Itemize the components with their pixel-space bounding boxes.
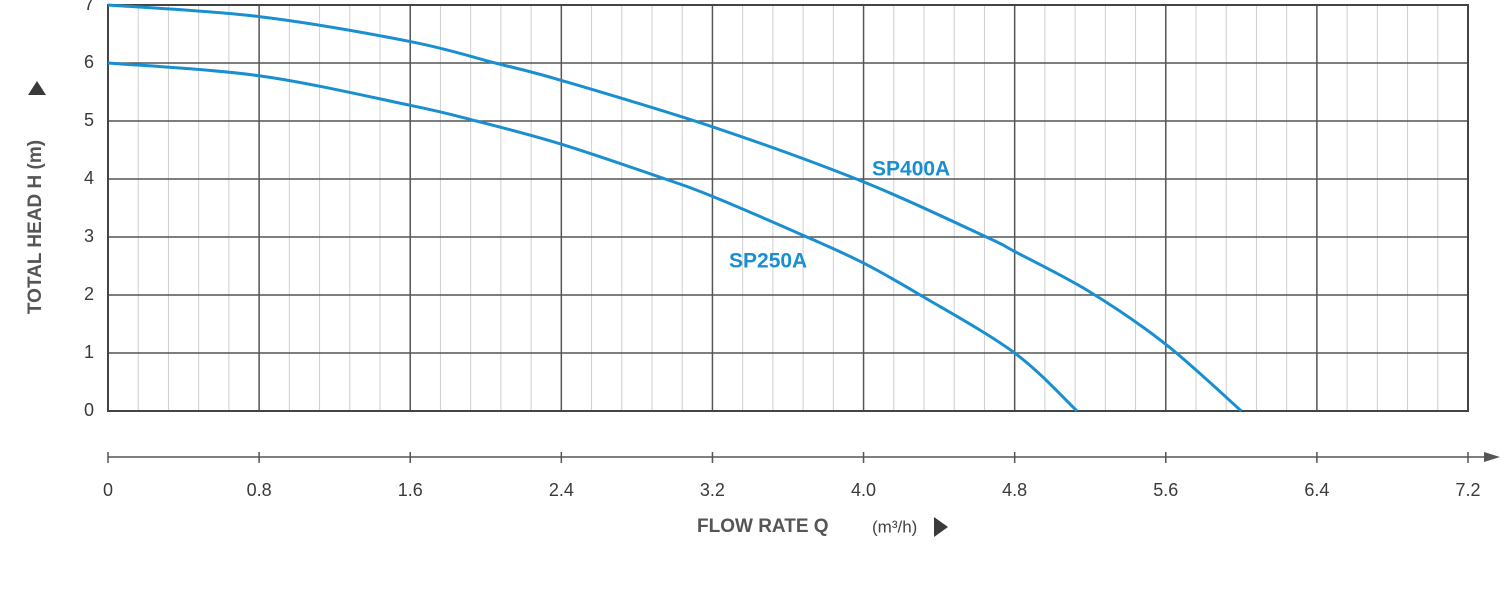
y-tick-label: 1 xyxy=(84,342,94,362)
y-tick-label: 0 xyxy=(84,400,94,420)
x-tick-label: 4.0 xyxy=(851,480,876,500)
y-tick-label: 6 xyxy=(84,52,94,72)
y-axis-title: TOTAL HEAD H (m) xyxy=(25,140,46,314)
y-tick-label: 4 xyxy=(84,168,94,188)
x-tick-label: 0.8 xyxy=(247,480,272,500)
curve xyxy=(107,61,1079,413)
x-axis-arrow xyxy=(934,517,948,537)
y-axis-arrow xyxy=(28,81,46,95)
grid xyxy=(107,4,1469,412)
y-tick-label: 5 xyxy=(84,110,94,130)
x-tick-label: 4.8 xyxy=(1002,480,1027,500)
x-axis-line-arrow xyxy=(1484,452,1500,462)
x-tick-label: 6.4 xyxy=(1304,480,1329,500)
x-tick-label: 0 xyxy=(103,480,113,500)
y-tick-label: 7 xyxy=(84,0,94,14)
y-tick-label: 3 xyxy=(84,226,94,246)
x-axis-unit: (m³/h) xyxy=(872,517,917,536)
x-tick-label: 1.6 xyxy=(398,480,423,500)
curve xyxy=(107,3,1243,413)
x-tick-label: 2.4 xyxy=(549,480,574,500)
plot-border xyxy=(107,4,1469,412)
x-tick-label: 7.2 xyxy=(1455,480,1480,500)
x-axis-title: FLOW RATE Q xyxy=(697,516,829,537)
x-tick-label: 5.6 xyxy=(1153,480,1178,500)
series-label: SP250A xyxy=(729,250,807,273)
y-tick-label: 2 xyxy=(84,284,94,304)
series-label: SP400A xyxy=(872,158,950,181)
x-tick-label: 3.2 xyxy=(700,480,725,500)
